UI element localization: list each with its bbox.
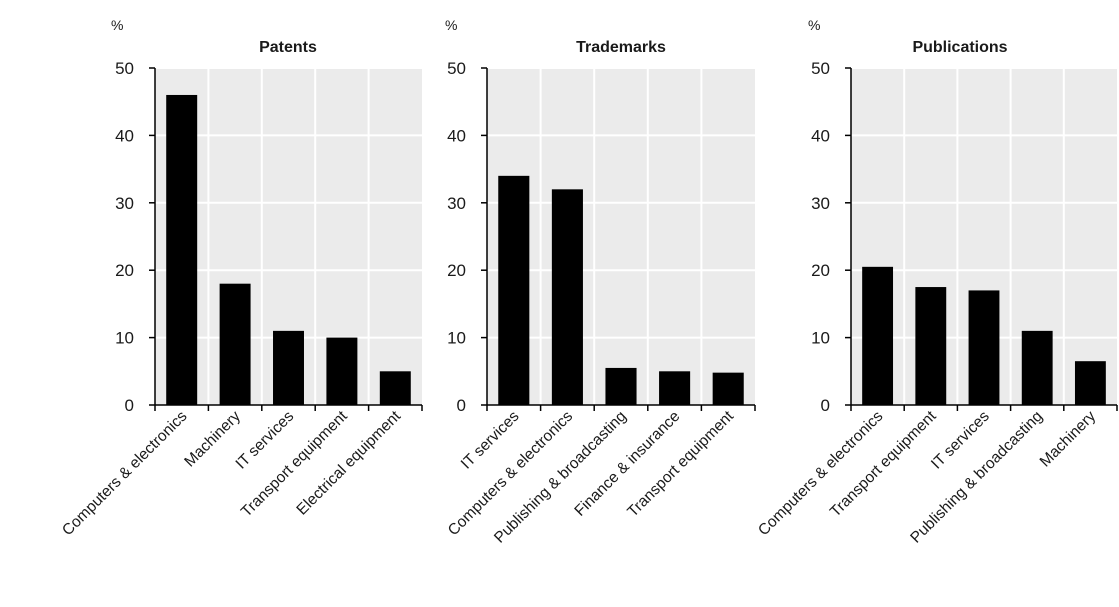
bar-finance-insurance bbox=[659, 371, 691, 405]
bar-electrical-equipment bbox=[379, 371, 411, 405]
y-unit-label: % bbox=[111, 17, 123, 33]
y-tick-label: 40 bbox=[115, 126, 134, 145]
y-tick-label: 20 bbox=[115, 261, 134, 280]
bar-transport-equipment bbox=[915, 287, 947, 405]
y-tick-label: 0 bbox=[821, 396, 830, 415]
chart-title: Publications bbox=[912, 39, 1007, 56]
y-unit-label: % bbox=[808, 17, 820, 33]
y-tick-label: 0 bbox=[457, 396, 466, 415]
chart-title: Patents bbox=[259, 39, 317, 56]
bar-transport-equipment bbox=[326, 337, 358, 405]
y-tick-label: 30 bbox=[115, 194, 134, 213]
bar-computers-electronics bbox=[166, 94, 198, 406]
y-tick-label: 30 bbox=[447, 194, 466, 213]
bar-it-services bbox=[498, 175, 530, 405]
bar-it-services bbox=[273, 330, 304, 405]
x-category-label: Transport equipment bbox=[827, 407, 940, 520]
x-category-label: Machinery bbox=[1037, 408, 1100, 471]
bar-computers-electronics bbox=[551, 189, 583, 405]
x-category-label: Transport equipment bbox=[238, 407, 351, 520]
bar-publishing-broadcasting bbox=[605, 367, 637, 405]
chart-title: Trademarks bbox=[576, 39, 666, 56]
y-tick-label: 10 bbox=[115, 329, 134, 348]
x-category-label: Transport equipment bbox=[624, 407, 737, 520]
x-category-label: Computers & electronics bbox=[59, 408, 191, 540]
y-tick-label: 50 bbox=[811, 59, 830, 78]
x-category-label: Finance & insurance bbox=[571, 408, 683, 520]
x-category-label: Electrical equipment bbox=[293, 407, 404, 518]
bar-machinery bbox=[219, 283, 251, 405]
y-unit-label: % bbox=[445, 17, 457, 33]
y-tick-label: 50 bbox=[447, 59, 466, 78]
bar-transport-equipment bbox=[712, 372, 744, 405]
y-tick-label: 40 bbox=[447, 126, 466, 145]
plot-background bbox=[487, 68, 755, 405]
bar-publishing-broadcasting bbox=[1021, 330, 1053, 405]
y-tick-label: 20 bbox=[811, 261, 830, 280]
y-tick-label: 10 bbox=[811, 329, 830, 348]
bar-it-services bbox=[968, 290, 1000, 405]
y-tick-label: 0 bbox=[125, 396, 134, 415]
y-tick-label: 20 bbox=[447, 261, 466, 280]
bar-machinery bbox=[1074, 361, 1106, 405]
y-tick-label: 30 bbox=[811, 194, 830, 213]
y-tick-label: 10 bbox=[447, 329, 466, 348]
y-tick-label: 50 bbox=[115, 59, 134, 78]
y-tick-label: 40 bbox=[811, 126, 830, 145]
bar-computers-electronics bbox=[862, 266, 894, 405]
